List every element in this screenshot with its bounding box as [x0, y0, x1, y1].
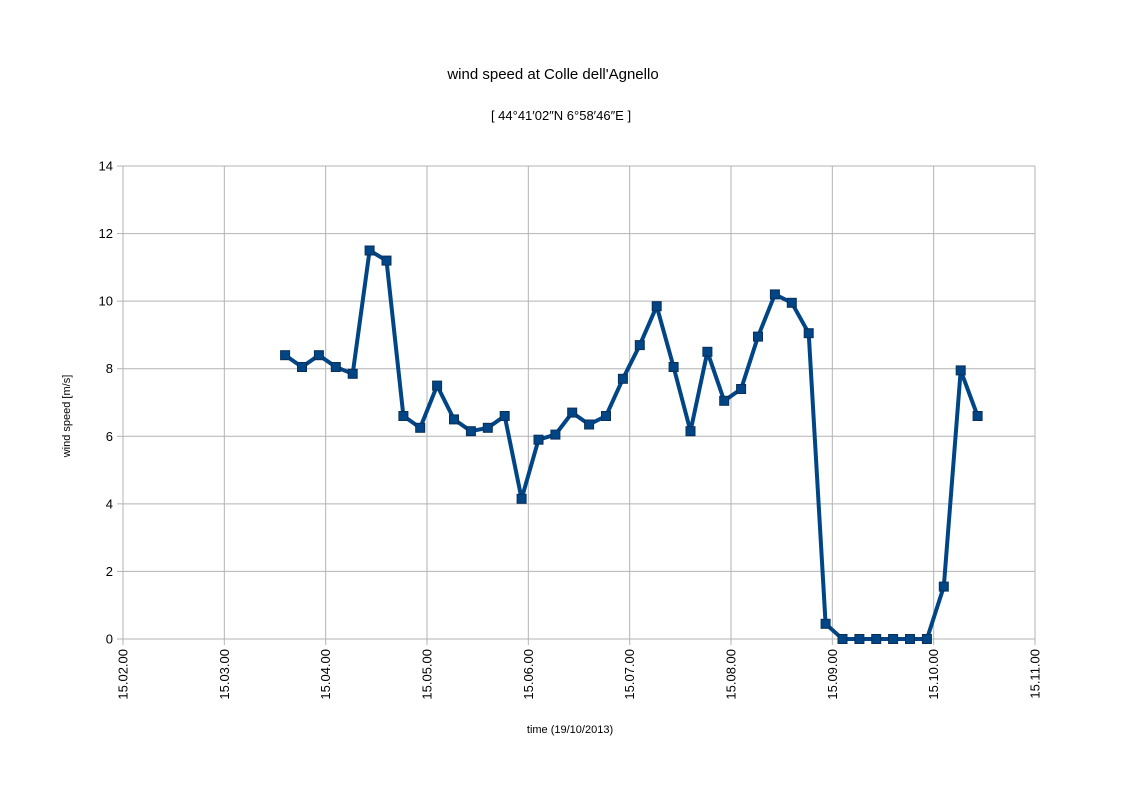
data-point [820, 618, 831, 629]
data-point [719, 395, 730, 406]
data-point [533, 434, 544, 445]
data-point [584, 419, 595, 430]
data-point [972, 411, 983, 421]
x-tick-label: 15.07.00 [622, 649, 637, 700]
series-wind-speed [280, 245, 983, 644]
data-point [330, 362, 341, 372]
chart-subtitle: [ 44°41′02″N 6°58′46″E ] [491, 108, 631, 123]
data-point [685, 426, 696, 437]
data-point [921, 634, 932, 644]
data-point [567, 407, 578, 418]
data-point [398, 411, 409, 421]
tick-labels: 0 2 4 6 8 10 12 14 15.02.00 15.03.00 15.04.00 15.05… [99, 159, 1043, 700]
data-point [955, 365, 966, 376]
x-tick-label: 15.09.00 [825, 649, 840, 700]
x-tick-label: 15.02.00 [116, 649, 131, 700]
data-point [634, 340, 645, 351]
data-point [786, 297, 797, 308]
grid [117, 165, 1036, 645]
data-point [449, 414, 459, 425]
x-tick-label: 15.03.00 [217, 649, 232, 700]
y-tick-label: 2 [106, 564, 113, 579]
data-point [871, 634, 882, 644]
y-tick-label: 10 [99, 294, 113, 309]
data-point [736, 384, 747, 394]
data-point [769, 289, 780, 300]
data-point [550, 429, 561, 440]
y-axis-label: wind speed [m/s] [61, 375, 73, 459]
x-axis-label: time (19/10/2013) [527, 724, 613, 736]
data-point [499, 411, 510, 421]
data-point [516, 493, 527, 504]
data-point [465, 426, 476, 437]
data-point [482, 422, 493, 433]
data-point [753, 331, 763, 342]
data-point [668, 362, 679, 372]
data-point [837, 634, 848, 644]
data-point [415, 422, 426, 433]
data-point [364, 245, 375, 256]
data-point [347, 368, 358, 379]
data-point [601, 411, 611, 421]
y-tick-label: 14 [99, 159, 113, 174]
data-point [297, 362, 307, 372]
data-point [280, 350, 291, 361]
x-tick-label: 15.06.00 [521, 649, 536, 700]
data-point [803, 328, 814, 339]
x-tick-label: 15.04.00 [318, 649, 333, 700]
data-point [702, 346, 713, 357]
x-tick-label: 15.10.00 [926, 649, 941, 700]
data-point [617, 373, 628, 384]
data-point [651, 301, 662, 312]
data-point [905, 634, 915, 644]
y-tick-label: 12 [99, 226, 113, 241]
x-tick-label: 15.11.00 [1028, 649, 1043, 699]
x-tick-label: 15.05.00 [420, 649, 435, 700]
chart-title: wind speed at Colle dell'Agnello [446, 66, 658, 83]
y-tick-label: 8 [106, 361, 113, 376]
data-point [854, 634, 865, 644]
data-point [888, 634, 899, 644]
x-tick-label: 15.08.00 [724, 649, 739, 700]
y-tick-label: 6 [106, 429, 113, 444]
y-tick-label: 0 [106, 632, 113, 647]
data-point [313, 350, 324, 361]
data-point [432, 380, 443, 391]
data-point [938, 581, 949, 592]
series-line [283, 248, 980, 641]
y-tick-label: 4 [106, 496, 113, 511]
data-point [381, 255, 392, 266]
